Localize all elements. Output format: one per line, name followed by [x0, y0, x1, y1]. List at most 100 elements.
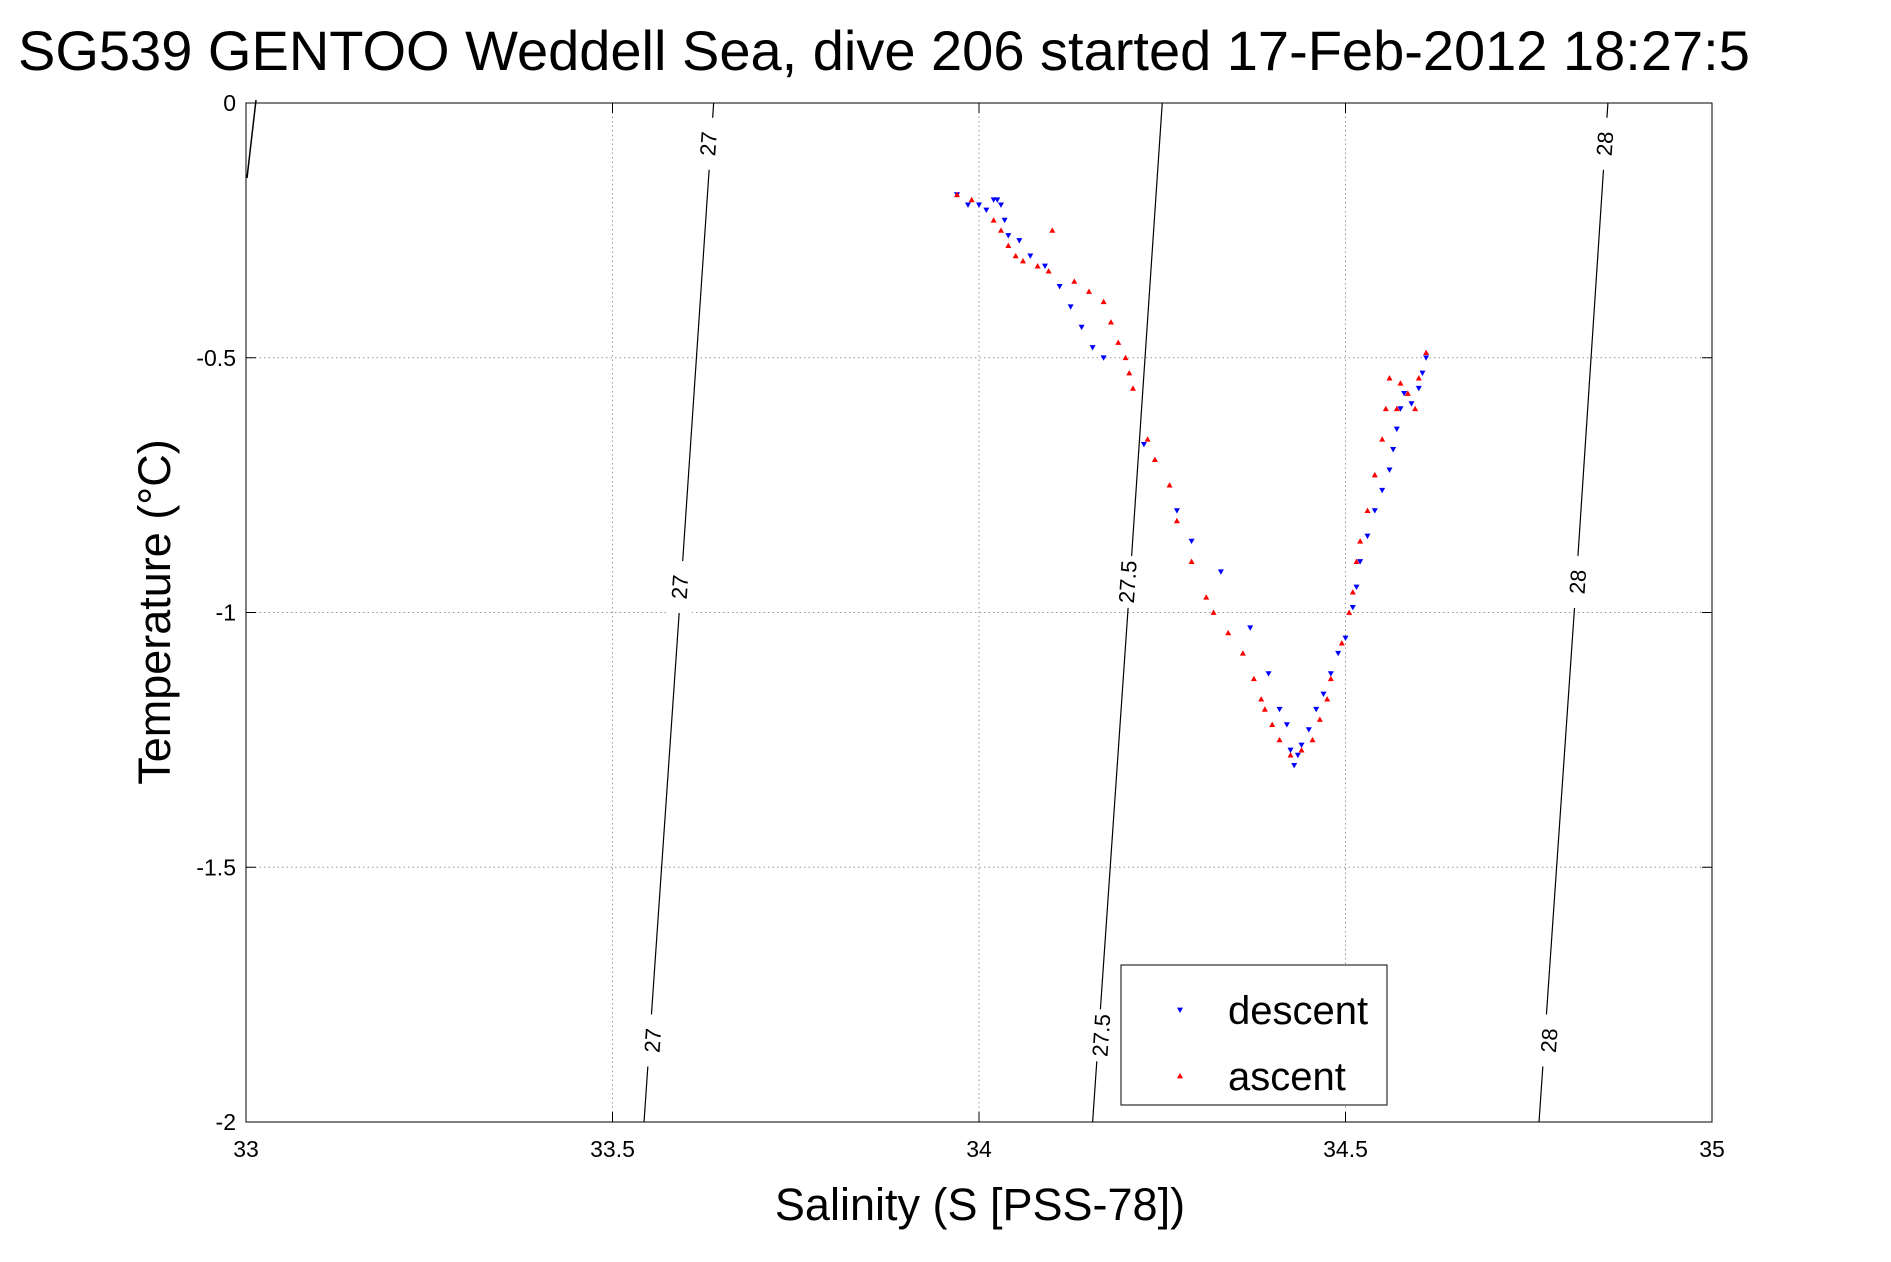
ascent-point — [1327, 675, 1334, 682]
ascent-point — [1071, 278, 1078, 284]
contour-label: 27 — [695, 131, 722, 157]
ascent-point — [1338, 640, 1345, 646]
x-axis-label: Salinity (S [PSS-78]) — [775, 1179, 1185, 1230]
contour-label-bg — [1565, 555, 1590, 608]
ascent-point — [1276, 736, 1283, 743]
descent-point — [1089, 345, 1096, 351]
descent-point — [1386, 467, 1393, 473]
ascent-point — [1225, 629, 1232, 636]
descent-point — [1265, 671, 1272, 677]
ascent-point — [1353, 558, 1360, 564]
ascent-point — [1364, 507, 1371, 513]
contour-label-bg — [640, 1014, 665, 1067]
legend-label-ascent: ascent — [1228, 1055, 1346, 1099]
ascent-point — [1210, 609, 1217, 615]
contour-label-bg — [1592, 117, 1617, 170]
grid-lines — [246, 103, 1712, 1122]
ascent-point — [1045, 268, 1052, 274]
contour-label: 27 — [667, 574, 694, 600]
x-axis-ticks: 33 33.5 34 34.5 35 — [233, 103, 1725, 1162]
contour-label: 28 — [1592, 131, 1619, 157]
ascent-point — [1269, 721, 1276, 727]
contour-label: 27.5 — [1087, 1013, 1115, 1057]
ascent-point — [1100, 298, 1107, 305]
x-tick-label: 33.5 — [590, 1136, 635, 1162]
ascent-point — [1371, 471, 1378, 478]
ascent-point — [1309, 736, 1316, 743]
descent-point — [976, 202, 982, 208]
descent-point — [1078, 324, 1085, 331]
descent-point — [1305, 727, 1312, 733]
legend-marker-descent — [1177, 1007, 1183, 1013]
ascent-point — [1188, 558, 1195, 564]
contour-label: 27 — [640, 1027, 667, 1053]
ascent-point — [1346, 609, 1353, 615]
ascent-point — [1012, 252, 1019, 259]
legend-marker-ascent — [1177, 1073, 1183, 1079]
descent-point — [1140, 441, 1147, 448]
descent-point — [1067, 304, 1074, 310]
contour-label: 27.5 — [1114, 560, 1142, 604]
legend-box — [1120, 964, 1388, 1106]
ascent-point — [1126, 370, 1133, 376]
ascent-point — [1382, 405, 1389, 412]
y-tick-label: -1 — [216, 600, 236, 626]
ascent-point — [1412, 405, 1419, 412]
descent-point — [1005, 233, 1012, 239]
ascent-point — [1324, 696, 1331, 702]
y-tick-label: 0 — [223, 90, 236, 116]
descent-point — [1364, 533, 1371, 540]
descent-point — [983, 207, 990, 213]
ascent-point — [1379, 436, 1386, 442]
ascent-point — [1019, 257, 1026, 264]
descent-point — [1379, 487, 1386, 494]
ascent-point — [1034, 263, 1041, 269]
contour-label-bg — [1089, 1009, 1114, 1062]
ascent-point — [1250, 675, 1257, 682]
descent-point — [997, 202, 1004, 208]
data-points — [954, 191, 1430, 769]
descent-point — [1276, 706, 1283, 713]
y-axis-ticks: 0 -0.5 -1 -1.5 -2 — [196, 90, 1712, 1135]
x-tick-label: 34 — [966, 1136, 992, 1162]
descent-point — [965, 202, 972, 208]
legend: descent ascent — [1120, 964, 1388, 1106]
contour-label-bg — [696, 117, 721, 170]
ascent-point — [1173, 517, 1180, 524]
descent-point — [1419, 370, 1426, 377]
ascent-point — [1423, 349, 1430, 356]
descent-point — [1401, 391, 1408, 397]
descent-point — [1247, 625, 1254, 631]
descent-point — [1313, 706, 1320, 713]
x-tick-label: 33 — [233, 1136, 259, 1162]
ascent-point — [1287, 752, 1294, 758]
descent-point — [1353, 584, 1360, 591]
density-contour-line — [1538, 102, 1609, 1123]
y-axis-label: Temperature (°C) — [129, 439, 180, 785]
ascent-point — [1049, 227, 1056, 233]
descent-point — [1016, 238, 1023, 244]
ascent-point — [1397, 380, 1404, 386]
ascent-point — [1357, 538, 1364, 544]
ascent-point — [1166, 482, 1173, 488]
y-tick-label: -1.5 — [196, 854, 236, 880]
ascent-point — [968, 196, 975, 203]
ascent-point — [1415, 375, 1422, 381]
descent-point — [1357, 559, 1364, 565]
descent-point — [994, 197, 1001, 203]
descent-point — [1320, 691, 1327, 698]
descent-point — [1173, 508, 1180, 514]
density-contour-line — [1092, 102, 1163, 1123]
ascent-point — [1404, 390, 1411, 396]
contour-label: 28 — [1565, 569, 1592, 595]
ascent-point — [954, 191, 961, 198]
descent-point — [1188, 538, 1195, 545]
contour-label-bg — [1115, 555, 1140, 608]
descent-point — [1335, 650, 1342, 657]
descent-point — [1371, 508, 1378, 514]
descent-point — [1423, 355, 1430, 361]
descent-point — [1397, 406, 1404, 412]
ascent-point — [1393, 405, 1400, 412]
descent-point — [1287, 747, 1294, 754]
